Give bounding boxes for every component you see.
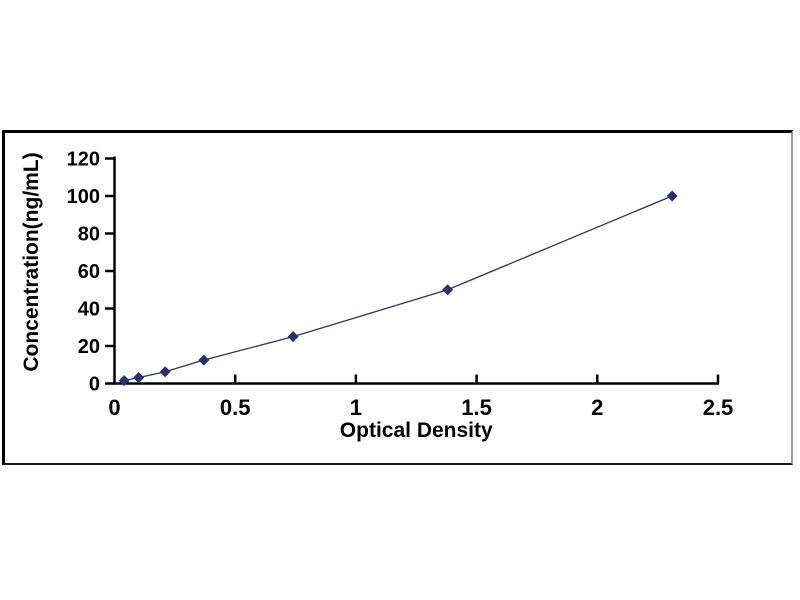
x-axis-title: Optical Density	[340, 419, 493, 442]
y-tick-label: 100	[67, 186, 100, 208]
x-tick-label: 2	[591, 395, 603, 420]
standard-curve-line	[124, 195, 673, 382]
x-tick-label: 1	[350, 395, 362, 420]
data-point-marker	[287, 331, 299, 343]
y-axis-title: Concentration(ng/mL)	[20, 152, 43, 371]
y-tick-label: 40	[78, 299, 100, 321]
data-point-marker	[133, 372, 145, 384]
x-tick-label: 0.5	[220, 395, 251, 420]
y-tick-label: 0	[89, 374, 100, 396]
y-tick-label: 80	[78, 224, 100, 246]
y-tick-label: 20	[78, 336, 100, 358]
data-point-marker	[198, 354, 210, 366]
chart-frame	[2, 130, 793, 465]
x-tick-label: 1.5	[461, 395, 492, 420]
x-tick-label: 0	[108, 395, 120, 420]
data-point-marker	[666, 190, 678, 202]
y-tick-label: 60	[78, 261, 100, 283]
data-point-marker	[442, 284, 454, 296]
y-tick-label: 120	[67, 149, 100, 171]
data-point-marker	[159, 366, 171, 378]
data-point-marker	[118, 375, 130, 387]
x-tick-label: 2.5	[703, 395, 734, 420]
